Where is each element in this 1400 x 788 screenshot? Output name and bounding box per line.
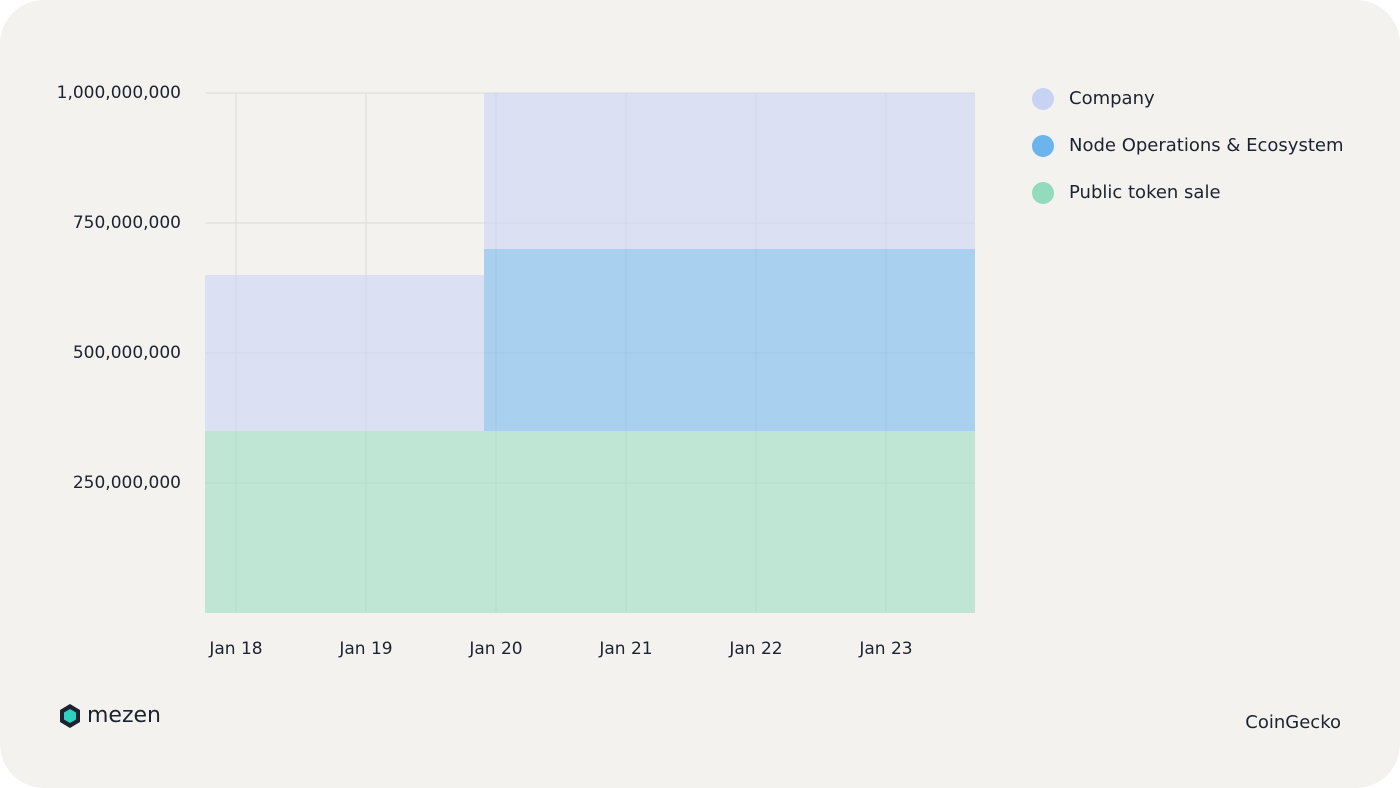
legend-label: Company	[1069, 88, 1155, 109]
area-segment	[205, 275, 354, 431]
area-segment	[484, 431, 614, 613]
logo-icon	[60, 704, 80, 728]
area-segment	[484, 93, 614, 249]
source: CoinGecko	[1245, 712, 1341, 733]
x-tick-label: Jan 18	[208, 639, 262, 659]
area-segment	[614, 249, 744, 431]
legend-swatch	[1032, 182, 1054, 204]
area-segment	[874, 431, 975, 613]
area-segment	[744, 93, 874, 249]
area-segment	[874, 249, 975, 431]
x-tick-label: Jan 19	[338, 639, 392, 659]
y-tick-label: 250,000,000	[73, 473, 181, 493]
area-segment	[614, 431, 744, 613]
x-tick-label: Jan 20	[468, 639, 522, 659]
area-segment	[354, 431, 484, 613]
area-segment	[484, 249, 614, 431]
x-tick-label: Jan 23	[858, 639, 912, 659]
area-segment	[874, 93, 975, 249]
y-tick-label: 750,000,000	[73, 213, 181, 233]
legend-label: Node Operations & Ecosystem	[1069, 135, 1344, 156]
legend-swatch	[1032, 135, 1054, 157]
legend-label: Public token sale	[1069, 182, 1221, 203]
area-segment	[614, 93, 744, 249]
y-tick-label: 1,000,000,000	[57, 83, 181, 103]
legend-swatch	[1032, 88, 1054, 110]
x-tick-label: Jan 22	[728, 639, 782, 659]
area-segment	[205, 431, 354, 613]
x-tick-label: Jan 21	[598, 639, 652, 659]
area-segment	[744, 249, 874, 431]
area-segment	[354, 275, 484, 431]
logo-text: mezen	[87, 703, 161, 728]
area-segment	[744, 431, 874, 613]
y-tick-label: 500,000,000	[73, 343, 181, 363]
